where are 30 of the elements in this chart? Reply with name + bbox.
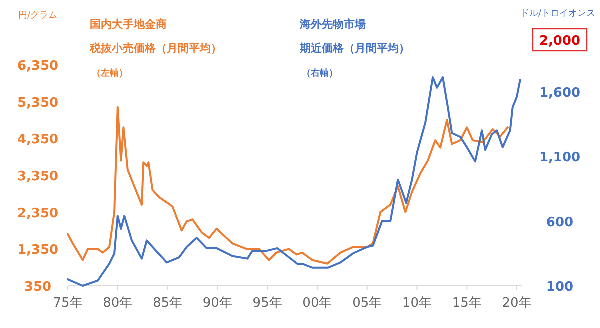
text: 海外先物市場期近価格（月間平均） [299, 18, 410, 55]
y-tick-label: 4,350 [17, 132, 59, 148]
y2-tick-label: 100 [546, 280, 574, 295]
y-tick-label: 350 [24, 280, 52, 295]
text: 国内大手地金商税抜小売価格（月間平均） [89, 18, 222, 55]
line-series [67, 106, 509, 265]
y-tick-label: 2,350 [17, 206, 59, 222]
y-tick-label: 6,350 [17, 59, 59, 74]
y-tick-label: 1,350 [17, 243, 59, 258]
x-tick-label: 85年 [153, 296, 183, 311]
y-tick-label: 3,350 [17, 170, 59, 184]
x-tick-label: 95年 [252, 296, 282, 311]
x-tick-label: 75年 [53, 296, 83, 311]
y2-tick-label: 1,600 [539, 86, 581, 101]
x-tick-label: 00年 [302, 296, 332, 311]
y2-tick-label: 1,100 [539, 150, 581, 166]
x-tick-label: 80年 [103, 296, 133, 311]
x-tick-label: 90年 [202, 296, 232, 311]
x-tick-label: 10年 [402, 296, 432, 311]
y2-axis-title: ドル/トロイオンス [520, 9, 596, 19]
line-series [67, 76, 522, 287]
y-tick-label: 5,350 [17, 96, 59, 111]
y2-tick-label: 600 [546, 215, 574, 230]
x-tick-label: 15年 [452, 296, 482, 311]
x-tick-label: 05年 [352, 296, 382, 311]
annotation: （左軸） [92, 68, 128, 79]
y2-tick-label: 2,000 [539, 34, 581, 49]
annotation: （右軸） [302, 68, 338, 79]
x-tick-label: 20年 [502, 296, 532, 311]
y-axis-title: 円/グラム [18, 10, 58, 21]
